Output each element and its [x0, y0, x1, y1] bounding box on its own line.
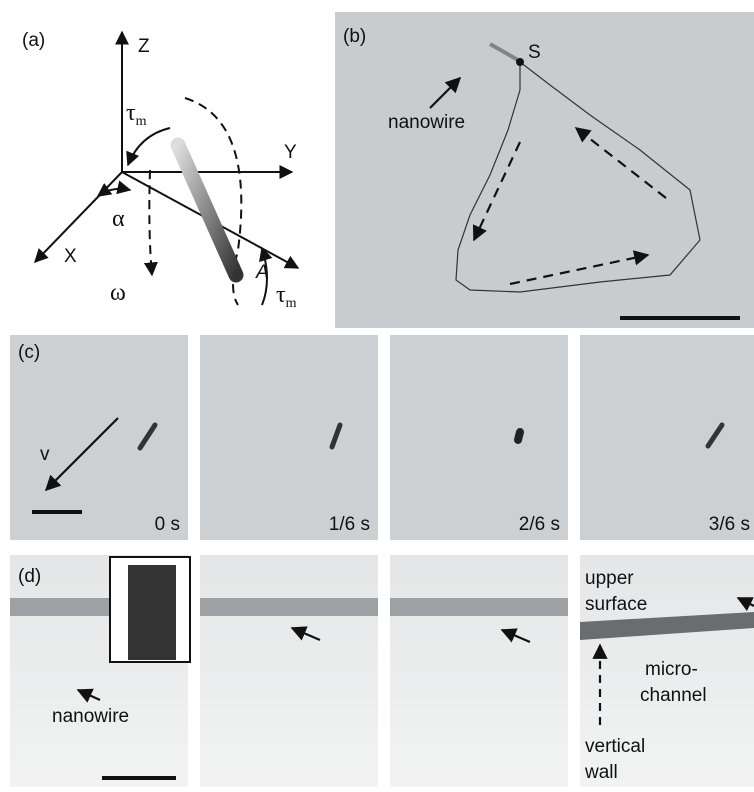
time-label: 3/6 s	[709, 514, 750, 535]
figure: (a) Z Y X A τm τm α ω (b) S nanowire	[0, 0, 754, 787]
nanowire	[518, 432, 520, 440]
frame	[200, 335, 378, 540]
annotation: surface	[585, 594, 647, 615]
x-axis	[35, 172, 122, 262]
time-label: 2/6 s	[519, 514, 560, 535]
angle-label: α	[112, 206, 125, 232]
panel-d: (d) nanowire upper surface micro- channe…	[10, 555, 754, 787]
annotation: upper	[585, 568, 634, 589]
panel-c: (c) v 0 s 1/6 s 2/6 s 3/6 s	[10, 335, 754, 540]
start-point	[516, 58, 524, 66]
torque-label: τm	[276, 282, 297, 311]
annotation: vertical	[585, 736, 645, 757]
panel-label: (a)	[22, 30, 45, 51]
axis-label: Y	[284, 142, 297, 163]
axis-label: A	[255, 262, 269, 283]
channel-edge	[200, 598, 378, 616]
frame	[200, 555, 378, 787]
symbol: τ	[276, 282, 286, 308]
frame	[390, 335, 568, 540]
panel-label: (b)	[343, 26, 366, 47]
torque-label: τm	[126, 100, 147, 129]
nanowire-rod	[178, 145, 236, 275]
panel-b: (b) S nanowire	[335, 12, 754, 328]
axis-label: X	[64, 246, 77, 267]
micrograph	[335, 12, 754, 328]
annotation: nanowire	[52, 706, 129, 727]
time-label: 0 s	[155, 514, 180, 535]
frame	[580, 335, 754, 540]
annotation: wall	[584, 762, 618, 783]
annotation: micro-	[645, 659, 698, 680]
velocity-label: v	[40, 444, 50, 465]
start-label: S	[528, 42, 541, 63]
panel-a: (a) Z Y X A τm τm α ω	[22, 30, 298, 311]
axis-label: Z	[138, 36, 150, 57]
panel-label: (c)	[18, 342, 40, 363]
subscript: m	[286, 296, 297, 311]
time-label: 1/6 s	[329, 514, 370, 535]
torque-arrow	[128, 128, 170, 165]
frame	[390, 555, 568, 787]
annotation: nanowire	[388, 112, 465, 133]
panel-label: (d)	[18, 566, 41, 587]
symbol: τ	[126, 100, 136, 126]
angle-arc	[98, 189, 130, 196]
omega-arrow	[149, 170, 152, 275]
annotation: channel	[640, 685, 707, 706]
subscript: m	[136, 114, 147, 129]
rotation-label: ω	[110, 280, 126, 306]
inset-image	[128, 565, 176, 660]
channel-edge	[390, 598, 568, 616]
